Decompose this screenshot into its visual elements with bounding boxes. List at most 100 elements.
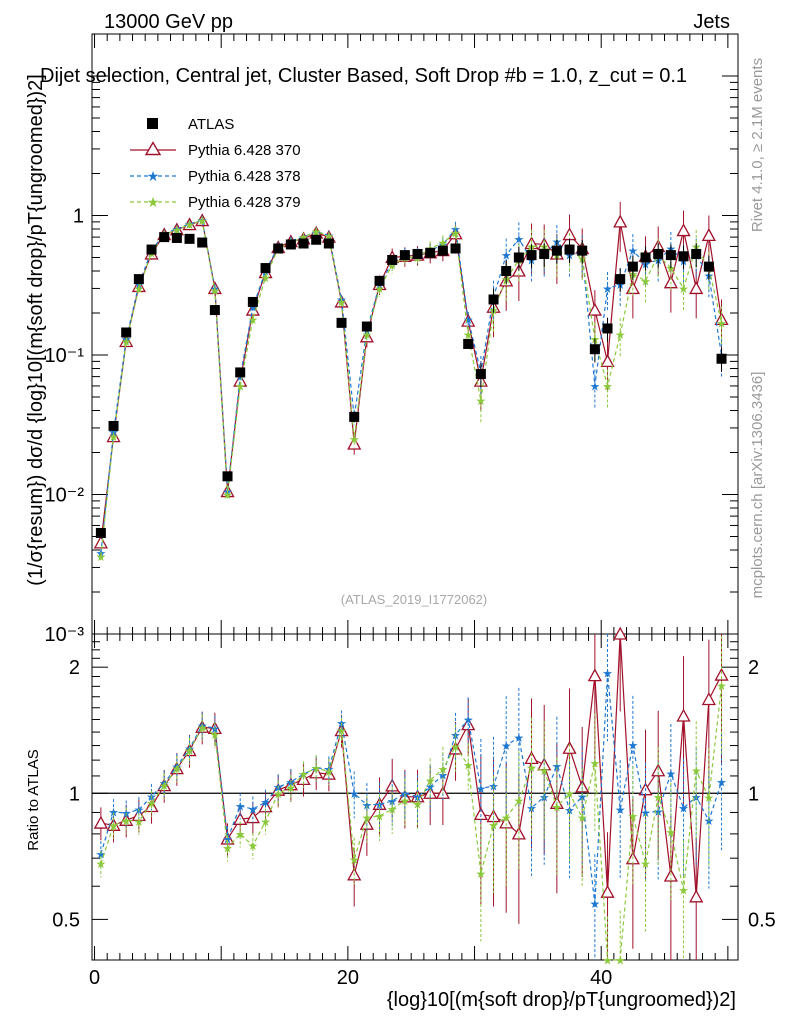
- ratio-point-py379: ★: [615, 954, 626, 968]
- ratio-point-py379: ★: [627, 809, 638, 823]
- legend-marker-py378: ★: [147, 168, 160, 184]
- ratio-point-py379: ★: [260, 815, 271, 829]
- data-point-atlas: [336, 317, 347, 328]
- data-point-atlas: [589, 344, 600, 355]
- data-point-atlas: [285, 239, 296, 250]
- ratio-point-py378: ★: [501, 739, 512, 753]
- ratio-plot-frame: [91, 633, 739, 961]
- ratio-line-py378: [100, 673, 723, 904]
- data-point-atlas: [184, 233, 195, 244]
- data-point-py379: ★: [133, 282, 144, 296]
- data-point-py370: [689, 281, 704, 295]
- ratio-point-py379: ★: [653, 790, 664, 804]
- data-point-py378: ★: [627, 244, 638, 258]
- data-point-py370: [600, 354, 615, 368]
- ratio-point-py379: ★: [133, 815, 144, 829]
- data-point-atlas: [539, 248, 550, 259]
- data-point-atlas: [513, 252, 524, 263]
- y-tick-label-main: 10⁻³: [45, 624, 85, 646]
- data-point-atlas: [412, 248, 423, 259]
- data-point-atlas: [387, 254, 398, 265]
- ratio-point-py379: ★: [665, 826, 676, 840]
- ratio-point-py370: [499, 815, 514, 829]
- ratio-point-py370: [676, 708, 691, 722]
- data-point-py379: ★: [209, 284, 220, 298]
- series-atlas: [95, 232, 727, 538]
- data-point-py379: ★: [108, 430, 119, 444]
- ratio-point-py379: ★: [450, 740, 461, 754]
- legend-marker-py379: ★: [147, 194, 160, 210]
- legend-label-py379: Pythia 6.428 379: [188, 194, 301, 211]
- data-point-atlas: [159, 232, 170, 243]
- data-point-py378: ★: [437, 238, 448, 252]
- data-point-atlas: [475, 369, 486, 380]
- ratio-point-py379: ★: [184, 744, 195, 758]
- ratio-point-py379: ★: [678, 883, 689, 897]
- ratio-point-py370: [562, 740, 577, 754]
- ratio-point-py378: ★: [513, 731, 524, 745]
- data-point-py370: [676, 223, 691, 237]
- data-point-py379: ★: [665, 262, 676, 276]
- ratio-point-py378: ★: [108, 805, 119, 819]
- series-py370: [93, 201, 729, 960]
- y-tick-label-main: 1: [73, 205, 84, 227]
- energy-label: 13000 GeV pp: [104, 11, 233, 33]
- data-point-py379: ★: [615, 328, 626, 342]
- data-point-atlas: [121, 327, 132, 338]
- data-point-atlas: [95, 527, 106, 538]
- data-point-py379: ★: [222, 488, 233, 502]
- ratio-point-py379: ★: [247, 839, 258, 853]
- ratio-point-py379: ★: [463, 759, 474, 773]
- ratio-point-py378: ★: [551, 760, 562, 774]
- ratio-point-py370: [613, 626, 628, 640]
- data-point-py379: ★: [311, 225, 322, 239]
- ratio-point-py378: ★: [349, 787, 360, 801]
- data-point-py379: ★: [475, 394, 486, 408]
- data-point-py379: ★: [387, 259, 398, 273]
- data-point-atlas: [615, 274, 626, 285]
- ratio-point-py379: ★: [197, 721, 208, 735]
- ratio-point-py379: ★: [121, 814, 132, 828]
- ratio-point-py370: [701, 692, 716, 706]
- ratio-point-py378: ★: [463, 713, 474, 727]
- data-point-atlas: [235, 367, 246, 378]
- ratio-point-py370: [423, 785, 438, 799]
- ratio-point-py379: ★: [437, 762, 448, 776]
- ratio-point-py379: ★: [95, 857, 106, 871]
- ratio-point-py378: ★: [589, 897, 600, 911]
- ratio-point-py378: ★: [602, 667, 613, 681]
- data-point-atlas: [450, 243, 461, 254]
- data-point-atlas: [133, 274, 144, 285]
- ratio-point-py379: ★: [298, 768, 309, 782]
- data-point-py379: ★: [298, 231, 309, 245]
- data-point-py379: ★: [197, 214, 208, 228]
- ratio-point-py379: ★: [716, 679, 727, 693]
- ratio-point-py378: ★: [627, 739, 638, 753]
- data-point-py370: [587, 302, 602, 316]
- data-point-atlas: [463, 338, 474, 349]
- data-point-py379: ★: [349, 432, 360, 446]
- x-tick-label: 20: [337, 967, 359, 989]
- data-point-py379: ★: [437, 236, 448, 250]
- ratio-point-py379: ★: [209, 728, 220, 742]
- data-point-py379: ★: [678, 282, 689, 296]
- data-point-atlas: [501, 266, 512, 277]
- ratio-point-py379: ★: [577, 811, 588, 825]
- data-point-atlas: [209, 305, 220, 316]
- ratio-point-py379: ★: [323, 765, 334, 779]
- data-point-atlas: [653, 248, 664, 259]
- data-point-py379: ★: [95, 550, 106, 564]
- data-point-py379: ★: [450, 226, 461, 240]
- data-point-atlas: [577, 245, 588, 256]
- y-tick-label-main: 10⁻¹: [45, 345, 85, 367]
- y-tick-label-ratio: 1: [69, 783, 80, 805]
- data-point-atlas: [197, 237, 208, 248]
- ratio-point-py379: ★: [526, 761, 537, 775]
- ratio-point-py378: ★: [437, 768, 448, 782]
- data-point-atlas: [703, 261, 714, 272]
- ratio-point-py370: [93, 815, 108, 829]
- y-tick-label-ratio: 2: [69, 657, 80, 679]
- data-point-atlas: [222, 471, 233, 482]
- data-point-py379: ★: [716, 316, 727, 330]
- data-point-atlas: [627, 261, 638, 272]
